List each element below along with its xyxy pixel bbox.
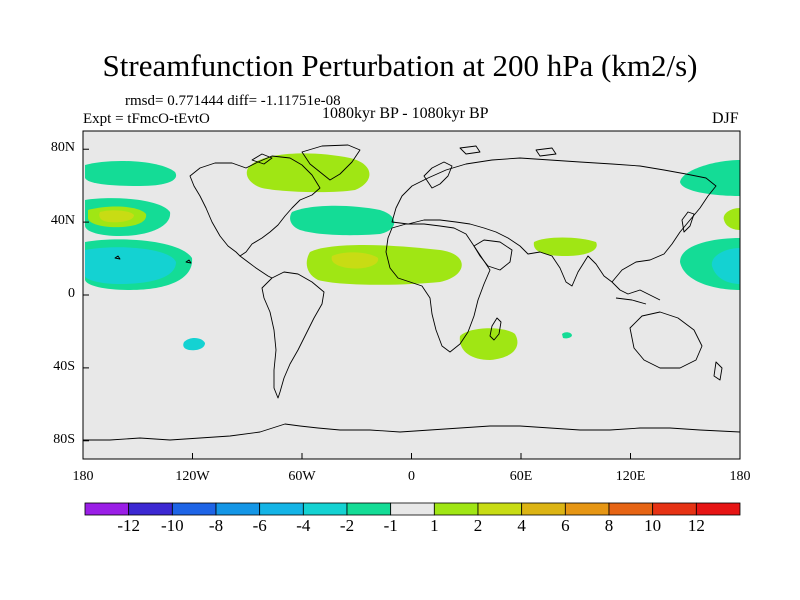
map-background (83, 131, 740, 459)
colorbar-label: -6 (252, 516, 267, 535)
colorbar-swatch (171, 502, 217, 516)
contour-tatlantic (306, 245, 462, 285)
contour-easia (680, 160, 740, 196)
contour-fills (85, 153, 740, 360)
contour-indianocean (562, 332, 572, 339)
colorbar-swatch (215, 502, 261, 516)
colorbar-swatch (433, 502, 479, 516)
coastlines (83, 144, 740, 441)
map-title: Streamfunction Perturbation at 200 hPa (… (102, 48, 698, 83)
colorbar-swatch (695, 502, 741, 516)
colorbar-swatch (84, 502, 130, 516)
stats-label: rmsd= 0.771444 diff= -1.11751e-08 (125, 93, 341, 109)
contour-namerica (246, 153, 370, 193)
contour-cpacific-inner (85, 247, 176, 284)
y-tick-label: 80S (53, 431, 75, 447)
contour-e40n (723, 208, 740, 230)
colorbar-label: 4 (517, 516, 526, 535)
colorbar-label: 1 (430, 516, 439, 535)
colorbar-label: -10 (160, 516, 184, 535)
colorbar-label: 8 (604, 516, 614, 535)
colorbar-label: 6 (561, 516, 570, 535)
experiment-label: Expt = tFmcO-tEvtO (83, 111, 210, 127)
x-tick-label: 0 (408, 469, 415, 484)
x-tick-label: 60E (509, 469, 533, 484)
season-label: DJF (712, 110, 739, 127)
colorbar-swatch (128, 502, 173, 516)
colorbar-label: -12 (117, 516, 140, 535)
contour-npacific (85, 160, 177, 186)
contour-wpacific-inner (711, 248, 740, 284)
colorbar-label: -8 (208, 516, 224, 535)
contour-w40n-core (99, 210, 134, 223)
colorbar-label: 2 (473, 516, 483, 535)
x-tick-label: 180 (72, 469, 94, 484)
colorbar-swatch (259, 502, 304, 516)
contour-safrica (459, 328, 518, 360)
contour-natlantic (290, 205, 395, 236)
y-tick-label: 40S (53, 358, 75, 374)
colorbar-swatch (477, 502, 523, 516)
colorbar-swatch (652, 502, 697, 516)
contour-spacific (183, 337, 205, 351)
colorbar-swatch (302, 502, 348, 516)
period-label: 1080kyr BP - 1080kyr BP (322, 105, 489, 122)
contour-india (533, 237, 597, 256)
x-tick-label: 120W (175, 469, 210, 484)
colorbar-label: -2 (339, 516, 355, 535)
colorbar-label: -1 (383, 516, 398, 535)
y-tick-label: 80N (50, 140, 75, 156)
colorbar-label: 10 (644, 516, 662, 535)
colorbar-label: -4 (296, 516, 311, 535)
colorbar-swatch (608, 502, 654, 516)
x-tick-label: 120E (615, 469, 646, 484)
colorbar-swatch (521, 502, 566, 516)
colorbar-swatch (346, 502, 392, 516)
x-tick-label: 60W (288, 469, 316, 484)
x-tick-label: 180 (729, 469, 751, 484)
colorbar-swatch (390, 502, 435, 516)
contour-tatlantic-core (331, 252, 379, 269)
colorbar-swatch (564, 502, 610, 516)
colorbar-label: 12 (687, 516, 705, 535)
y-tick-label: 0 (68, 286, 75, 301)
y-tick-label: 40N (50, 213, 75, 229)
